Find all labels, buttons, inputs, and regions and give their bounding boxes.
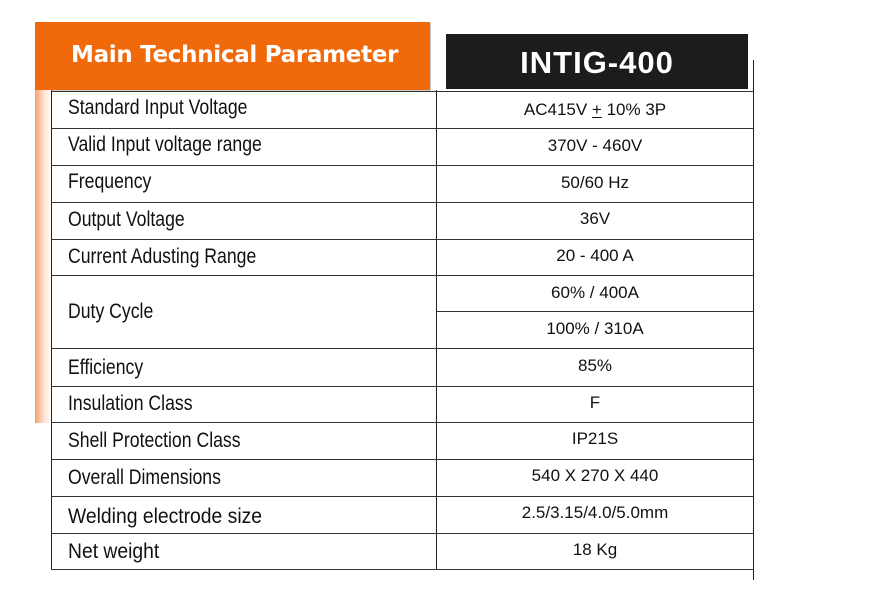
value-part: 10% 3P — [601, 100, 667, 119]
label-valid-input-range: Valid Input voltage range — [68, 133, 262, 156]
label-output-voltage: Output Voltage — [68, 208, 185, 231]
value-insulation-class: F — [589, 393, 601, 412]
header-accent-strip — [35, 90, 52, 423]
row-divider — [51, 386, 754, 387]
table-border-left — [51, 90, 52, 570]
model-banner: INTIG-400 — [446, 34, 748, 89]
value-standard-input-voltage: AC415V + 10% 3P — [437, 100, 753, 120]
label-insulation-class: Insulation Class — [68, 392, 193, 415]
label-net-weight: Net weight — [68, 540, 160, 563]
value-valid-input-range: 370V - 460V — [547, 136, 643, 155]
label-shell-protection: Shell Protection Class — [68, 429, 241, 452]
model-name: INTIG-400 — [520, 45, 674, 80]
row-divider — [51, 569, 754, 570]
value-shell-protection: IP21S — [571, 429, 619, 448]
value-overall-dimensions: 540 X 270 X 440 — [531, 466, 659, 485]
value-frequency: 50/60 Hz — [560, 173, 630, 192]
value-net-weight: 18 Kg — [572, 540, 618, 559]
row-divider — [51, 496, 754, 497]
row-divider — [51, 533, 754, 534]
plus-minus-symbol: + — [591, 100, 602, 119]
row-divider — [51, 91, 754, 92]
table-column-divider — [436, 90, 437, 570]
value-electrode-size: 2.5/3.15/4.0/5.0mm — [521, 503, 669, 522]
table-border-right — [753, 60, 754, 580]
row-divider — [51, 239, 754, 240]
header-title: Main Technical Parameter — [71, 42, 399, 68]
value-part: AC415V — [523, 100, 592, 119]
label-current-range: Current Adusting Range — [68, 245, 257, 268]
row-subdivider — [437, 311, 754, 312]
row-divider — [51, 128, 754, 129]
value-output-voltage: 36V — [579, 209, 611, 228]
value-duty-cycle-1: 60% / 400A — [551, 283, 639, 302]
row-divider — [51, 202, 754, 203]
row-divider — [51, 275, 754, 276]
parameter-header: Main Technical Parameter — [35, 22, 430, 90]
row-divider — [51, 165, 754, 166]
label-frequency: Frequency — [68, 170, 152, 193]
label-overall-dimensions: Overall Dimensions — [68, 466, 221, 489]
row-divider — [51, 422, 754, 423]
label-standard-input-voltage: Standard Input Voltage — [68, 96, 248, 119]
label-efficiency: Efficiency — [68, 356, 144, 379]
value-duty-cycle-2: 100% / 310A — [546, 319, 644, 338]
row-divider — [51, 348, 754, 349]
value-current-range: 20 - 400 A — [556, 246, 634, 265]
label-duty-cycle: Duty Cycle — [68, 300, 154, 323]
label-electrode-size: Welding electrode size — [68, 505, 263, 528]
value-efficiency: 85% — [577, 356, 613, 375]
row-divider — [51, 459, 754, 460]
